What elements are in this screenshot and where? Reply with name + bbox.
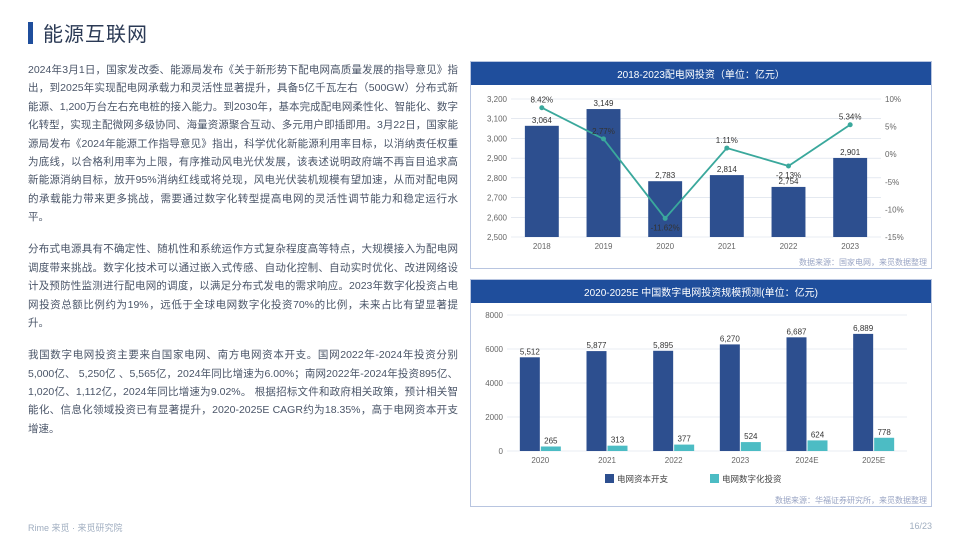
svg-text:6,889: 6,889 — [853, 324, 874, 333]
body-text-column: 2024年3月1日，国家发改委、能源局发布《关于新形势下配电网高质量发展的指导意… — [28, 61, 458, 530]
svg-text:2,901: 2,901 — [840, 148, 861, 157]
svg-text:778: 778 — [877, 428, 891, 437]
svg-text:3,200: 3,200 — [487, 95, 508, 104]
svg-text:2024E: 2024E — [795, 456, 818, 465]
chart-2-box: 2020-2025E 中国数字电网投资规模预测(单位：亿元) 0 2000 4000… — [470, 279, 932, 507]
svg-text:5,895: 5,895 — [653, 341, 674, 350]
paragraph-1: 2024年3月1日，国家发改委、能源局发布《关于新形势下配电网高质量发展的指导意… — [28, 61, 458, 226]
svg-text:-10%: -10% — [885, 205, 904, 214]
svg-text:10%: 10% — [885, 95, 901, 104]
svg-text:1.11%: 1.11% — [716, 136, 738, 145]
page-root: 能源互联网 2024年3月1日，国家发改委、能源局发布《关于新形势下配电网高质量… — [0, 0, 960, 540]
svg-text:电网资本开支: 电网资本开支 — [617, 474, 669, 484]
svg-text:2022: 2022 — [665, 456, 683, 465]
svg-text:2,800: 2,800 — [487, 174, 508, 183]
title-row: 能源互联网 — [28, 18, 932, 47]
svg-text:2023: 2023 — [731, 456, 749, 465]
svg-text:313: 313 — [611, 436, 625, 445]
svg-text:-11.62%: -11.62% — [651, 223, 680, 232]
svg-text:0: 0 — [499, 447, 504, 456]
footer-pagenum: 16/23 — [909, 521, 932, 534]
svg-text:2,600: 2,600 — [487, 213, 508, 222]
svg-text:377: 377 — [677, 435, 691, 444]
page-title: 能源互联网 — [43, 18, 148, 47]
chart-2-title: 2020-2025E 中国数字电网投资规模预测(单位：亿元) — [471, 280, 931, 303]
svg-text:3,000: 3,000 — [487, 134, 508, 143]
svg-text:3,149: 3,149 — [593, 99, 614, 108]
svg-text:2,700: 2,700 — [487, 194, 508, 203]
svg-text:-15%: -15% — [885, 233, 904, 242]
svg-text:2021: 2021 — [598, 456, 616, 465]
svg-text:2021: 2021 — [718, 242, 736, 251]
svg-text:2022: 2022 — [780, 242, 798, 251]
svg-text:2.77%: 2.77% — [592, 127, 615, 136]
svg-text:2000: 2000 — [485, 413, 503, 422]
svg-text:5,877: 5,877 — [586, 341, 607, 350]
page-footer: Rime 来觅 · 来觅研究院 16/23 — [28, 521, 932, 534]
svg-text:2,783: 2,783 — [655, 171, 676, 180]
svg-text:2018: 2018 — [533, 242, 551, 251]
svg-text:2020: 2020 — [531, 456, 549, 465]
chart-1-title: 2018-2023配电网投资（单位：亿元） — [471, 62, 931, 85]
chart-2-svg: 0 2000 4000 6000 8000 5,512 265 2020 5,877 313 202… — [471, 303, 919, 493]
chart-2-body: 0 2000 4000 6000 8000 5,512 265 2020 5,877 313 202… — [471, 303, 931, 493]
svg-text:6,687: 6,687 — [786, 327, 807, 336]
svg-text:5,512: 5,512 — [520, 347, 541, 356]
charts-column: 2018-2023配电网投资（单位：亿元） 2,500 2,600 2,700 2,8… — [470, 61, 932, 530]
svg-text:3,100: 3,100 — [487, 115, 508, 124]
svg-text:-2.13%: -2.13% — [776, 171, 801, 180]
title-accent-bar — [28, 22, 33, 44]
svg-text:4000: 4000 — [485, 379, 503, 388]
svg-text:2,500: 2,500 — [487, 233, 508, 242]
chart-1-body: 2,500 2,600 2,700 2,800 2,900 3,000 3,100 3,200… — [471, 85, 931, 255]
svg-text:5%: 5% — [885, 123, 897, 132]
chart-1-svg: 2,500 2,600 2,700 2,800 2,900 3,000 3,100 3,200… — [471, 85, 919, 255]
chart-2-source: 数据来源：华福证券研究所，来觅数据整理 — [471, 493, 931, 506]
chart-1-source: 数据来源：国家电网，来觅数据整理 — [471, 255, 931, 268]
svg-text:0%: 0% — [885, 150, 897, 159]
footer-brand: Rime 来觅 · 来觅研究院 — [28, 521, 123, 534]
svg-text:2025E: 2025E — [862, 456, 885, 465]
svg-text:524: 524 — [744, 432, 758, 441]
svg-text:2019: 2019 — [595, 242, 613, 251]
svg-text:2,814: 2,814 — [717, 165, 738, 174]
svg-text:2,900: 2,900 — [487, 154, 508, 163]
svg-text:-5%: -5% — [885, 178, 899, 187]
paragraph-2: 分布式电源具有不确定性、随机性和系统运作方式复杂程度高等特点，大规模接入为配电网… — [28, 240, 458, 332]
svg-text:3,064: 3,064 — [532, 116, 553, 125]
svg-text:8.42%: 8.42% — [530, 96, 553, 105]
content-area: 2024年3月1日，国家发改委、能源局发布《关于新形势下配电网高质量发展的指导意… — [28, 61, 932, 530]
svg-text:2023: 2023 — [841, 242, 859, 251]
svg-text:2020: 2020 — [656, 242, 674, 251]
chart-1-box: 2018-2023配电网投资（单位：亿元） 2,500 2,600 2,700 2,8… — [470, 61, 932, 269]
svg-text:265: 265 — [544, 436, 558, 445]
svg-text:6000: 6000 — [485, 345, 503, 354]
svg-text:624: 624 — [811, 430, 825, 439]
svg-text:5.34%: 5.34% — [839, 113, 862, 122]
paragraph-3: 我国数字电网投资主要来自国家电网、南方电网资本开支。国网2022年-2024年投… — [28, 346, 458, 438]
svg-text:电网数字化投资: 电网数字化投资 — [722, 474, 782, 484]
svg-text:8000: 8000 — [485, 311, 503, 320]
svg-text:6,270: 6,270 — [720, 334, 741, 343]
